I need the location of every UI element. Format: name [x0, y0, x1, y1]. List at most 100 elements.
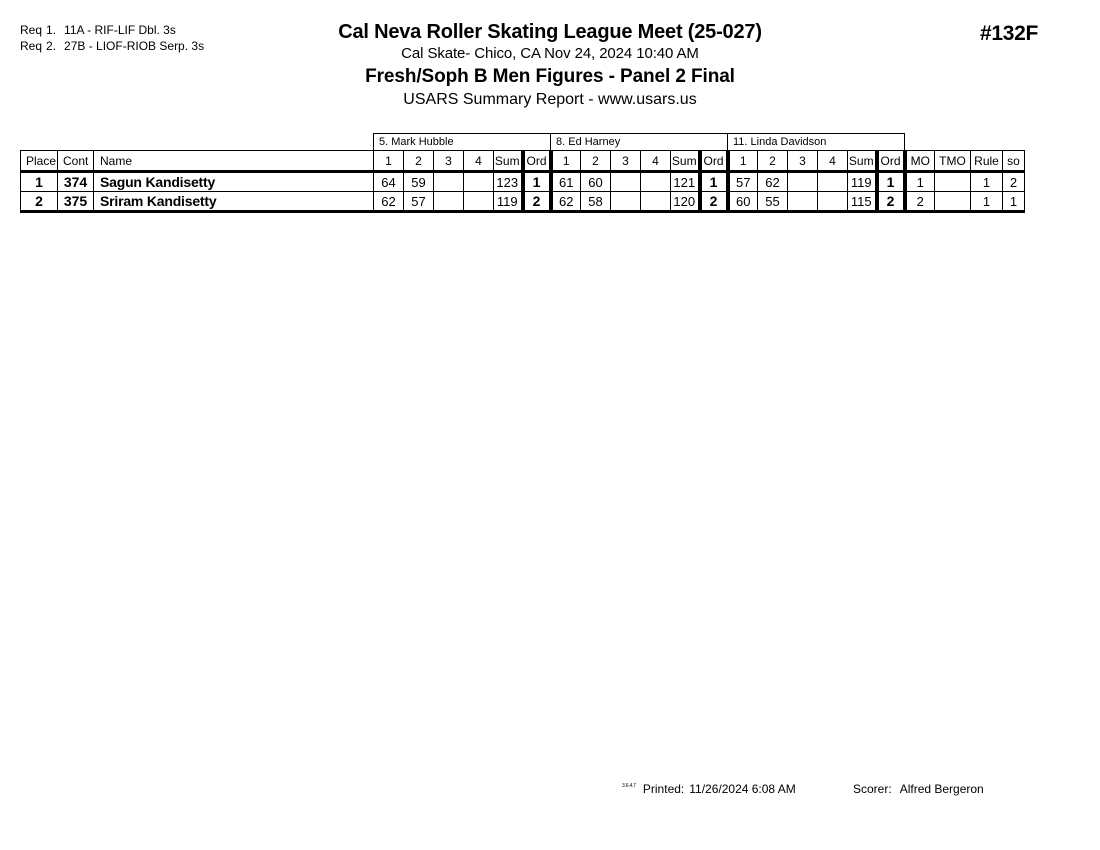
cell-j2-fig1: 62	[550, 191, 581, 213]
cell-j2-fig2: 60	[580, 171, 611, 192]
cell-j2-ord: 1	[697, 171, 730, 192]
cell-tmo	[934, 171, 971, 192]
header-cont: Cont	[57, 150, 94, 173]
header-tmo: TMO	[934, 150, 971, 173]
requirement-line: Req 2. 27B - LIOF-RIOB Serp. 3s	[20, 38, 204, 54]
report-subtitle: USARS Summary Report - www.usars.us	[403, 91, 697, 108]
header-j2-fig3: 3	[610, 150, 641, 173]
header-j2-fig2: 2	[580, 150, 611, 173]
cell-name: Sriram Kandisetty	[93, 191, 374, 213]
header-j1-fig3: 3	[433, 150, 464, 173]
cell-j3-sum: 119	[847, 171, 877, 192]
header-j1-fig4: 4	[463, 150, 494, 173]
header-j2-fig1: 1	[550, 150, 581, 173]
cell-j2-fig4	[640, 191, 671, 213]
header-j1-ord: Ord	[520, 150, 553, 173]
requirement-text: 27B - LIOF-RIOB Serp. 3s	[64, 39, 205, 53]
cell-j1-fig2: 57	[403, 191, 434, 213]
report-title-block: Cal Neva Roller Skating League Meet (25-…	[0, 20, 1100, 111]
header-j1-fig2: 2	[403, 150, 434, 173]
cell-j2-fig4	[640, 171, 671, 192]
cell-j1-ord: 1	[520, 171, 553, 192]
header-j3-ord: Ord	[874, 150, 907, 173]
requirement-number: 2.	[46, 39, 57, 53]
build-version: 3.6.4.7	[622, 783, 636, 789]
header-j2-fig4: 4	[640, 150, 671, 173]
cell-place: 1	[20, 171, 58, 192]
header-j3-fig1: 1	[727, 150, 758, 173]
event-number: #132F	[979, 22, 1038, 45]
cell-j2-sum: 120	[670, 191, 700, 213]
judge-header-3: 11. Linda Davidson	[727, 133, 905, 151]
cell-cont: 374	[57, 171, 94, 192]
printed-info: 3.6.4.7 Printed: 11/26/2024 6:08 AM	[622, 782, 796, 796]
header-j3-sum: Sum	[847, 150, 877, 173]
cell-cont: 375	[57, 191, 94, 213]
event-title: Fresh/Soph B Men Figures - Panel 2 Final	[365, 66, 735, 87]
header-mo: MO	[904, 150, 935, 173]
cell-tmo	[934, 191, 971, 213]
judge-banner-spacer	[20, 133, 374, 151]
table-row[interactable]: 1 374 Sagun Kandisetty 64 59 123 1 61 60…	[20, 171, 1025, 192]
header-j3-fig3: 3	[787, 150, 818, 173]
cell-mo: 1	[904, 171, 935, 192]
cell-j1-sum: 123	[493, 171, 523, 192]
cell-j3-fig3	[787, 171, 818, 192]
header-name: Name	[93, 150, 374, 173]
printed-value: 11/26/2024 6:08 AM	[689, 782, 796, 796]
cell-j3-fig1: 60	[727, 191, 758, 213]
cell-name: Sagun Kandisetty	[93, 171, 374, 192]
cell-so: 2	[1002, 171, 1025, 192]
requirements-block: Req 1. 11A - RIF-LIF Dbl. 3s Req 2. 27B - LI…	[20, 22, 204, 54]
cell-j1-fig3	[433, 191, 464, 213]
cell-j3-ord: 1	[874, 171, 907, 192]
header-j1-fig1: 1	[373, 150, 404, 173]
scorer-info: Scorer: Alfred Bergeron	[853, 782, 984, 796]
header-rule: Rule	[970, 150, 1003, 173]
venue-datetime: Cal Skate- Chico, CA Nov 24, 2024 10:40 …	[401, 45, 699, 62]
cell-place: 2	[20, 191, 58, 213]
requirement-line: Req 1. 11A - RIF-LIF Dbl. 3s	[20, 22, 204, 38]
requirement-label: Req	[20, 39, 43, 53]
cell-j3-fig4	[817, 191, 848, 213]
results-table-container: 5. Mark Hubble 8. Ed Harney 11. Linda Da…	[20, 133, 1025, 213]
cell-rule: 1	[970, 171, 1003, 192]
cell-j2-fig3	[610, 171, 641, 192]
judge-banner-tail-spacer	[904, 133, 1025, 151]
header-j3-fig4: 4	[817, 150, 848, 173]
requirement-number: 1.	[46, 23, 57, 37]
cell-j2-ord: 2	[697, 191, 730, 213]
cell-j1-fig4	[463, 171, 494, 192]
meet-title: Cal Neva Roller Skating League Meet (25-…	[338, 21, 762, 43]
results-table: 5. Mark Hubble 8. Ed Harney 11. Linda Da…	[20, 133, 1025, 213]
requirement-text: 11A - RIF-LIF Dbl. 3s	[64, 23, 176, 37]
printed-label: Printed:	[642, 782, 685, 796]
cell-j1-fig4	[463, 191, 494, 213]
cell-j3-fig1: 57	[727, 171, 758, 192]
header-j2-sum: Sum	[670, 150, 700, 173]
judge-header-2: 8. Ed Harney	[550, 133, 728, 151]
cell-j1-fig1: 64	[373, 171, 404, 192]
table-row[interactable]: 2 375 Sriram Kandisetty 62 57 119 2 62 5…	[20, 191, 1025, 213]
cell-mo: 2	[904, 191, 935, 213]
cell-j3-sum: 115	[847, 191, 877, 213]
cell-rule: 1	[970, 191, 1003, 213]
cell-j2-fig3	[610, 191, 641, 213]
cell-j3-fig2: 55	[757, 191, 788, 213]
cell-j3-ord: 2	[874, 191, 907, 213]
header-j2-ord: Ord	[697, 150, 730, 173]
cell-j3-fig4	[817, 171, 848, 192]
cell-j1-sum: 119	[493, 191, 523, 213]
cell-j1-fig2: 59	[403, 171, 434, 192]
scorer-label: Scorer:	[853, 782, 892, 796]
cell-j3-fig2: 62	[757, 171, 788, 192]
header-so: so	[1002, 150, 1025, 173]
header-place: Place	[20, 150, 58, 173]
cell-j2-fig1: 61	[550, 171, 581, 192]
cell-j2-sum: 121	[670, 171, 700, 192]
requirement-label: Req	[20, 23, 43, 37]
header-j3-fig2: 2	[757, 150, 788, 173]
cell-j3-fig3	[787, 191, 818, 213]
cell-so: 1	[1002, 191, 1025, 213]
cell-j2-fig2: 58	[580, 191, 611, 213]
